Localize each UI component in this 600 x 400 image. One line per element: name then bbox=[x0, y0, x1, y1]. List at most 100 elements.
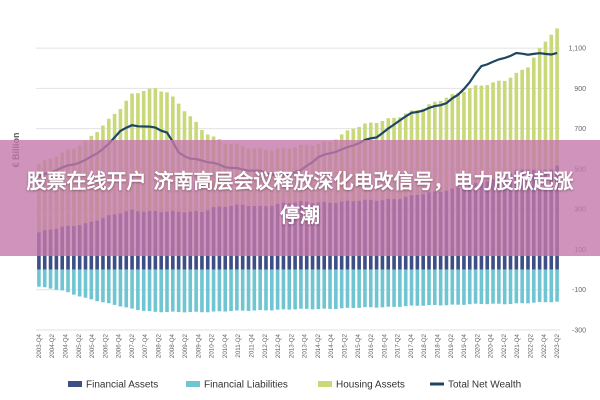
x-tick-label: 2014-Q2 bbox=[315, 333, 322, 358]
x-tick-label: 2011-Q4 bbox=[249, 333, 256, 357]
y-tick-label: 1,100 bbox=[568, 46, 586, 53]
financial-liabilities-bar bbox=[124, 269, 129, 308]
x-tick-label: 2018-Q2 bbox=[421, 333, 428, 358]
financial-liabilities-bar bbox=[415, 269, 420, 306]
financial-liabilities-bar bbox=[252, 269, 257, 311]
legend-swatch bbox=[68, 381, 82, 387]
x-tick-label: 2017-Q4 bbox=[408, 333, 415, 358]
financial-liabilities-bar bbox=[473, 269, 478, 304]
financial-liabilities-bar bbox=[363, 269, 367, 308]
financial-liabilities-bar bbox=[485, 269, 490, 305]
financial-liabilities-bar bbox=[194, 269, 198, 312]
x-tick-label: 2017-Q2 bbox=[395, 333, 402, 358]
x-tick-label: 2020-Q4 bbox=[488, 333, 495, 358]
financial-liabilities-bar bbox=[368, 269, 373, 308]
chart-legend: Financial Assets Financial Liabilities Hou… bbox=[68, 380, 521, 391]
y-tick-label: 700 bbox=[574, 126, 586, 133]
housing-assets-bar bbox=[549, 34, 554, 170]
x-axis-ticks: 2003-Q4 2004-Q2 2004-Q4 2005-Q2 2005-Q4 2006-… bbox=[36, 333, 561, 358]
x-tick-label: 2020-Q2 bbox=[474, 333, 481, 358]
x-tick-label: 2010-Q2 bbox=[209, 333, 216, 358]
financial-liabilities-bar bbox=[345, 269, 350, 308]
housing-assets-bar bbox=[462, 91, 466, 188]
financial-liabilities-bar bbox=[549, 269, 554, 303]
housing-assets-bar bbox=[473, 85, 478, 183]
financial-liabilities-bar bbox=[211, 269, 216, 312]
housing-assets-bar bbox=[514, 72, 519, 170]
x-tick-label: 2004-Q2 bbox=[49, 333, 56, 358]
x-tick-label: 2008-Q4 bbox=[169, 333, 176, 358]
legend-label: Total Net Wealth bbox=[448, 380, 521, 391]
x-tick-label: 2008-Q2 bbox=[156, 333, 163, 358]
x-tick-label: 2014-Q4 bbox=[328, 333, 335, 358]
x-tick-label: 2005-Q4 bbox=[89, 333, 96, 358]
financial-liabilities-bar bbox=[246, 269, 251, 311]
legend-swatch bbox=[318, 381, 332, 387]
financial-liabilities-bar bbox=[95, 269, 99, 302]
x-tick-label: 2016-Q4 bbox=[381, 333, 388, 358]
financial-liabilities-bar bbox=[526, 269, 530, 304]
x-tick-label: 2019-Q2 bbox=[448, 333, 455, 358]
financial-liabilities-bar bbox=[200, 269, 204, 313]
financial-liabilities-bar bbox=[83, 269, 88, 298]
financial-liabilities-bar bbox=[66, 269, 70, 293]
x-tick-label: 2019-Q4 bbox=[461, 333, 468, 358]
financial-liabilities-bar bbox=[409, 269, 414, 306]
financial-liabilities-bar bbox=[310, 269, 315, 310]
headline-text: 股票在线开户 济南高层会议释放深化电改信号，电力股掀起涨停潮 bbox=[26, 169, 574, 227]
financial-liabilities-bar bbox=[456, 269, 460, 305]
financial-liabilities-bar bbox=[497, 269, 501, 304]
housing-assets-bar bbox=[508, 77, 513, 174]
housing-assets-bar bbox=[537, 48, 542, 170]
financial-liabilities-bar bbox=[479, 269, 484, 305]
financial-liabilities-bar bbox=[106, 269, 111, 304]
financial-liabilities-bar bbox=[281, 269, 286, 310]
financial-liabilities-bar bbox=[380, 269, 385, 308]
financial-liabilities-bar bbox=[392, 269, 396, 307]
legend-label: Financial Liabilities bbox=[204, 380, 288, 391]
y-tick-label: -300 bbox=[572, 328, 586, 335]
financial-liabilities-bar bbox=[351, 269, 356, 309]
legend-swatch bbox=[186, 381, 200, 387]
x-tick-label: 2009-Q2 bbox=[182, 333, 189, 358]
financial-liabilities-bar bbox=[339, 269, 344, 309]
x-tick-label: 2009-Q4 bbox=[195, 333, 202, 358]
x-tick-label: 2007-Q4 bbox=[142, 333, 149, 358]
financial-liabilities-bar bbox=[147, 269, 152, 312]
financial-liabilities-bar bbox=[304, 269, 309, 309]
financial-liabilities-bar bbox=[54, 269, 59, 290]
x-tick-label: 2005-Q2 bbox=[76, 333, 83, 358]
financial-liabilities-bar bbox=[258, 269, 262, 311]
financial-liabilities-bar bbox=[176, 269, 181, 313]
housing-assets-bar bbox=[526, 67, 530, 170]
financial-liabilities-bar bbox=[112, 269, 117, 305]
x-tick-label: 2006-Q4 bbox=[116, 333, 123, 358]
y-tick-label: -100 bbox=[572, 287, 586, 294]
financial-liabilities-bar bbox=[299, 269, 303, 309]
financial-liabilities-bar bbox=[153, 269, 158, 312]
financial-liabilities-bar bbox=[287, 269, 292, 310]
x-tick-label: 2003-Q4 bbox=[36, 333, 43, 358]
financial-liabilities-bar bbox=[334, 269, 338, 310]
financial-liabilities-bar bbox=[159, 269, 163, 313]
financial-liabilities-bar bbox=[386, 269, 391, 307]
financial-liabilities-bar bbox=[275, 269, 280, 310]
housing-assets-bar bbox=[555, 28, 559, 166]
x-tick-label: 2021-Q4 bbox=[514, 333, 521, 358]
financial-liabilities-bar bbox=[223, 269, 228, 312]
financial-liabilities-bar bbox=[433, 269, 437, 306]
financial-liabilities-bar bbox=[438, 269, 443, 306]
housing-assets-bar bbox=[520, 69, 524, 170]
financial-liabilities-bar bbox=[136, 269, 140, 310]
financial-liabilities-bar bbox=[328, 269, 332, 309]
housing-assets-bar bbox=[491, 82, 495, 180]
financial-liabilities-bar bbox=[141, 269, 146, 311]
financial-liabilities-bar bbox=[37, 269, 41, 287]
housing-assets-bar bbox=[485, 85, 490, 182]
financial-liabilities-bar bbox=[118, 269, 123, 307]
x-tick-label: 2013-Q2 bbox=[288, 333, 295, 358]
x-tick-label: 2012-Q4 bbox=[275, 333, 282, 358]
financial-liabilities-bar bbox=[60, 269, 65, 291]
financial-liabilities-bar bbox=[537, 269, 542, 302]
financial-liabilities-bar bbox=[217, 269, 222, 312]
